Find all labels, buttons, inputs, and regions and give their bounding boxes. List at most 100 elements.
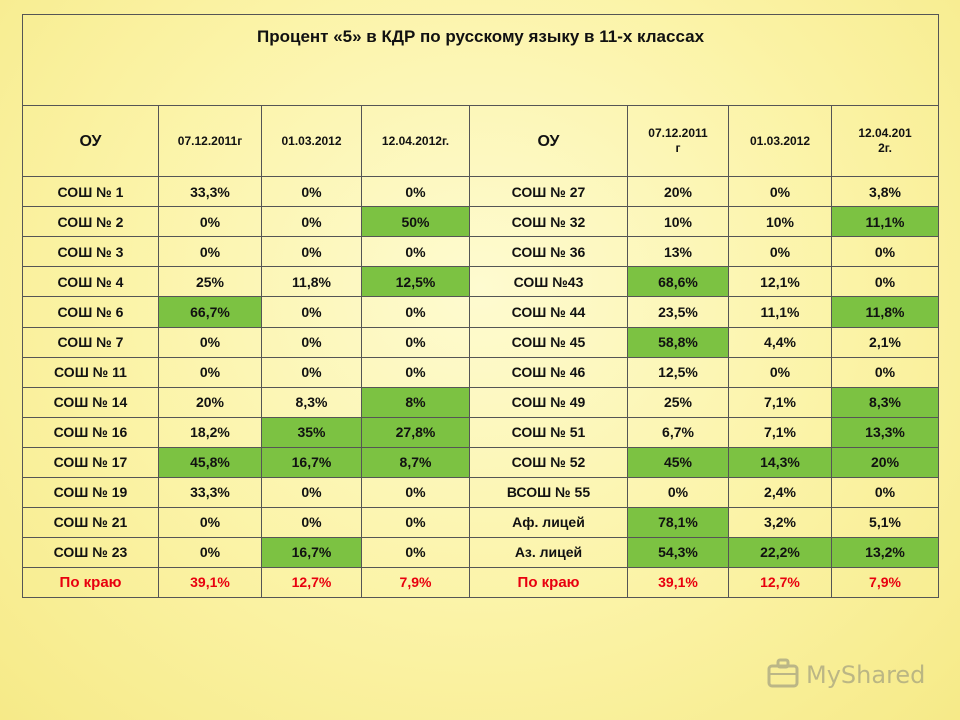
percent-cell: 0% [830, 266, 940, 298]
percent-cell: 8,7% [361, 446, 470, 478]
table-row: СОШ № 21 0% 0% 0% Аф. лицей 78,1% 3,2% 5,1% [22, 506, 940, 538]
percent-cell: 2,1% [830, 326, 940, 358]
percent-cell: 12,5% [361, 266, 470, 298]
percent-cell: 0% [361, 236, 470, 268]
percent-cell: 12,1% [728, 266, 832, 298]
percent-cell: 14,3% [728, 446, 832, 478]
percent-cell: 16,7% [261, 536, 362, 568]
school-name-left: СОШ № 17 [22, 446, 159, 478]
school-name-right: СОШ № 44 [469, 296, 628, 328]
table-row: СОШ № 19 33,3% 0% 0% ВСОШ № 55 0% 2,4% 0% [22, 476, 940, 508]
percent-cell: 20% [158, 386, 262, 418]
percent-cell: 0% [158, 506, 262, 538]
total-cell: 39,1% [158, 566, 262, 599]
percent-cell: 20% [830, 446, 940, 478]
percent-cell: 0% [261, 176, 362, 208]
school-name-left: СОШ № 23 [22, 536, 159, 568]
percent-cell: 0% [261, 236, 362, 268]
table-row: СОШ № 17 45,8% 16,7% 8,7% СОШ № 52 45% 14,3% 20… [22, 446, 940, 478]
percent-cell: 0% [261, 326, 362, 358]
percent-cell: 0% [158, 536, 262, 568]
percent-cell: 0% [361, 296, 470, 328]
header-date2-left: 01.03.2012 [261, 105, 362, 178]
percent-cell: 0% [728, 236, 832, 268]
school-name-right: СОШ № 49 [469, 386, 628, 418]
percent-cell: 0% [830, 476, 940, 508]
percent-cell: 0% [261, 356, 362, 388]
percent-cell: 20% [627, 176, 729, 208]
school-name-left: СОШ № 1 [22, 176, 159, 208]
percent-cell: 4,4% [728, 326, 832, 358]
school-name-right: ВСОШ № 55 [469, 476, 628, 508]
percent-cell: 0% [261, 296, 362, 328]
percent-cell: 12,5% [627, 356, 729, 388]
percent-cell: 25% [627, 386, 729, 418]
percent-cell: 5,1% [830, 506, 940, 538]
percent-cell: 0% [728, 176, 832, 208]
percent-cell: 50% [361, 206, 470, 238]
percent-cell: 13% [627, 236, 729, 268]
header-ou-right: ОУ [469, 105, 628, 178]
percent-cell: 6,7% [627, 416, 729, 448]
percent-cell: 3,8% [830, 176, 940, 208]
percent-cell: 35% [261, 416, 362, 448]
percent-cell: 16,7% [261, 446, 362, 478]
school-name-left: СОШ № 19 [22, 476, 159, 508]
percent-cell: 8% [361, 386, 470, 418]
percent-cell: 11,1% [830, 206, 940, 238]
total-label-left: По краю [22, 566, 159, 599]
percent-cell: 0% [361, 536, 470, 568]
percent-cell: 3,2% [728, 506, 832, 538]
percent-cell: 0% [361, 356, 470, 388]
percent-cell: 27,8% [361, 416, 470, 448]
percent-cell: 45% [627, 446, 729, 478]
percent-cell: 0% [728, 356, 832, 388]
percent-cell: 0% [261, 206, 362, 238]
percent-cell: 66,7% [158, 296, 262, 328]
total-cell: 39,1% [627, 566, 729, 599]
table-row: СОШ № 11 0% 0% 0% СОШ № 46 12,5% 0% 0% [22, 356, 940, 388]
percent-cell: 13,2% [830, 536, 940, 568]
school-name-right: СОШ № 45 [469, 326, 628, 358]
table-row: СОШ № 2 0% 0% 50% СОШ № 32 10% 10% 11,1% [22, 206, 940, 238]
table-title: Процент «5» в КДР по русскому языку в 11… [21, 13, 940, 107]
school-name-right: СОШ № 46 [469, 356, 628, 388]
percent-cell: 8,3% [830, 386, 940, 418]
percent-cell: 0% [261, 506, 362, 538]
school-name-left: СОШ № 7 [22, 326, 159, 358]
percent-cell: 0% [361, 326, 470, 358]
school-name-right: СОШ № 27 [469, 176, 628, 208]
header-ou-left: ОУ [22, 105, 159, 178]
percent-cell: 7,1% [728, 386, 832, 418]
percent-cell: 0% [830, 356, 940, 388]
percent-cell: 58,8% [627, 326, 729, 358]
school-name-left: СОШ № 6 [22, 296, 159, 328]
school-name-right: Аф. лицей [469, 506, 628, 538]
table-row: СОШ № 7 0% 0% 0% СОШ № 45 58,8% 4,4% 2,1% [22, 326, 940, 358]
percent-cell: 0% [158, 206, 262, 238]
percent-cell: 10% [728, 206, 832, 238]
percent-cell: 78,1% [627, 506, 729, 538]
percent-cell: 0% [361, 506, 470, 538]
percent-cell: 23,5% [627, 296, 729, 328]
percent-cell: 0% [830, 236, 940, 268]
school-name-right: СОШ № 51 [469, 416, 628, 448]
school-name-left: СОШ № 14 [22, 386, 159, 418]
total-cell: 12,7% [261, 566, 362, 599]
header-date3-right: 12.04.201 2г. [830, 105, 940, 178]
percent-cell: 8,3% [261, 386, 362, 418]
school-name-left: СОШ № 2 [22, 206, 159, 238]
school-name-left: СОШ № 21 [22, 506, 159, 538]
percent-cell: 18,2% [158, 416, 262, 448]
school-name-right: СОШ № 32 [469, 206, 628, 238]
header-date2-right: 01.03.2012 [728, 105, 832, 178]
percent-cell: 0% [361, 476, 470, 508]
percent-cell: 11,8% [261, 266, 362, 298]
percent-cell: 68,6% [627, 266, 729, 298]
percent-cell: 7,1% [728, 416, 832, 448]
table-row: СОШ № 4 25% 11,8% 12,5% СОШ №43 68,6% 12,1% 0% [22, 266, 940, 298]
percent-cell: 54,3% [627, 536, 729, 568]
school-name-right: СОШ №43 [469, 266, 628, 298]
percent-cell: 13,3% [830, 416, 940, 448]
total-label-right: По краю [469, 566, 628, 599]
